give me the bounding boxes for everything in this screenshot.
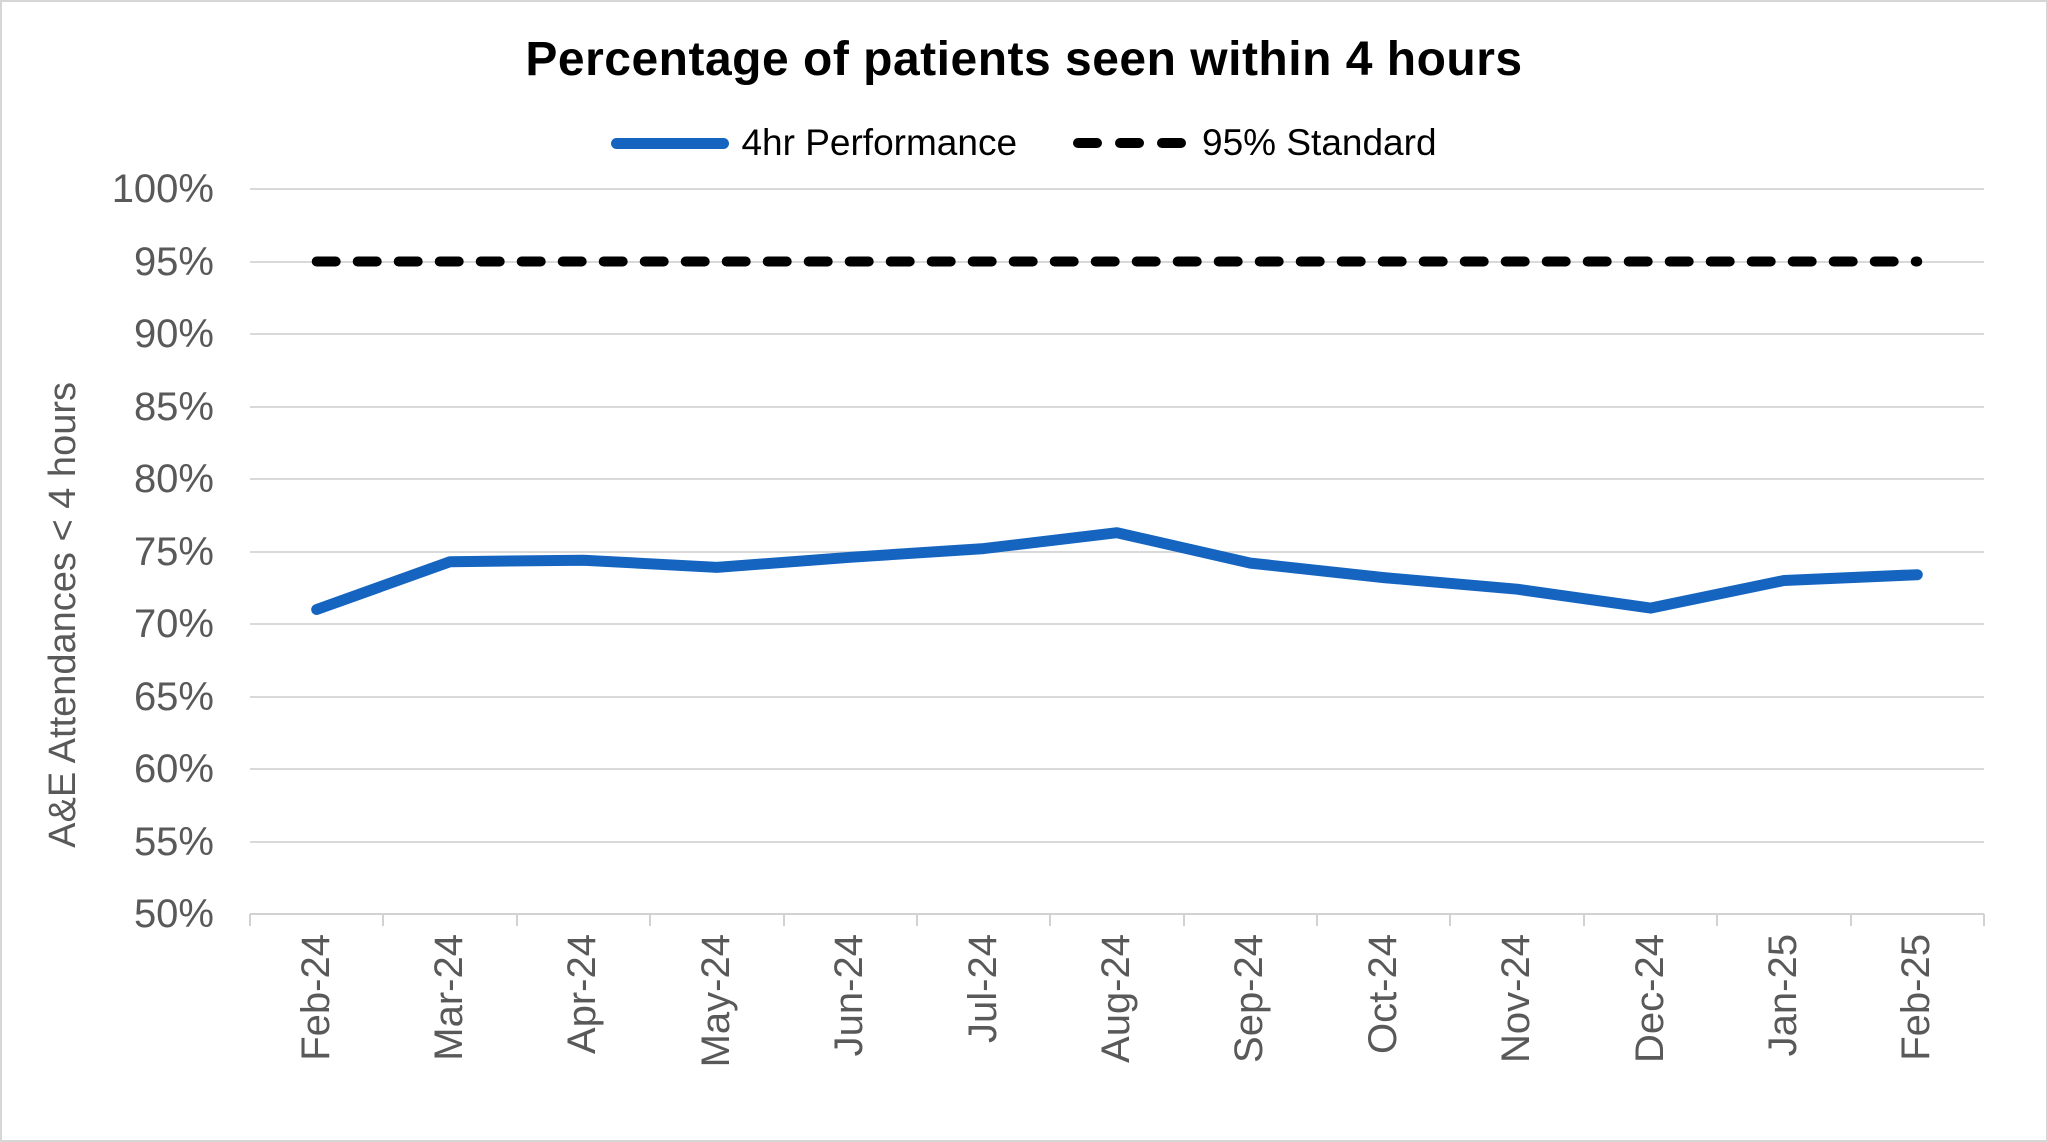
legend-label: 4hr Performance bbox=[741, 122, 1018, 163]
axis-tick bbox=[1983, 914, 1985, 926]
y-tick-label: 95% bbox=[133, 239, 214, 284]
axis-tick bbox=[1849, 914, 1852, 926]
x-axis-line bbox=[250, 913, 1984, 915]
gridline bbox=[250, 405, 1984, 408]
gridline bbox=[250, 840, 1984, 843]
x-tick-label: Jul-24 bbox=[960, 934, 1005, 1043]
x-tick-label: Aug-24 bbox=[1094, 934, 1138, 1063]
chart-title: Percentage of patients seen within 4 hou… bbox=[525, 33, 1523, 86]
x-tick-label: Feb-25 bbox=[1894, 934, 1939, 1061]
y-tick-label: 85% bbox=[133, 384, 214, 429]
chart-plot-svg bbox=[311, 256, 1923, 615]
axis-tick bbox=[249, 914, 251, 926]
gridline bbox=[250, 333, 1984, 335]
gridline bbox=[250, 550, 1984, 553]
x-tick-label: Jun-24 bbox=[827, 934, 872, 1057]
y-tick-label: 80% bbox=[133, 457, 214, 501]
y-tick-label: 100% bbox=[111, 167, 214, 211]
y-tick-label: 75% bbox=[133, 529, 214, 574]
axis-tick bbox=[515, 914, 518, 926]
gridline bbox=[250, 695, 1984, 698]
axis-tick bbox=[915, 914, 918, 926]
performance-line bbox=[311, 527, 1923, 615]
axis-tick bbox=[1582, 914, 1585, 926]
gridline bbox=[250, 623, 1984, 625]
legend-line-swatch-icon bbox=[611, 137, 730, 149]
axis-tick bbox=[1716, 914, 1719, 926]
x-tick-label: Apr-24 bbox=[560, 934, 605, 1055]
y-tick-label: 50% bbox=[133, 892, 214, 936]
legend-item-95-standard: 95% Standard bbox=[1073, 122, 1437, 164]
y-tick-label: 70% bbox=[133, 602, 214, 646]
x-tick-label: Dec-24 bbox=[1627, 934, 1672, 1063]
x-tick-label: Feb-24 bbox=[293, 934, 338, 1061]
legend-item-4hr-performance: 4hr Performance bbox=[611, 122, 1017, 164]
x-tick-label: Oct-24 bbox=[1360, 934, 1405, 1055]
axis-tick bbox=[382, 914, 385, 926]
gridline bbox=[250, 188, 1984, 190]
x-tick-label: May-24 bbox=[693, 934, 738, 1068]
y-tick-label: 65% bbox=[133, 674, 214, 719]
y-tick-label: 55% bbox=[133, 819, 214, 864]
axis-tick bbox=[1316, 914, 1319, 926]
x-tick-label: Sep-24 bbox=[1227, 934, 1272, 1063]
legend-dash-swatch-icon bbox=[1073, 138, 1187, 148]
chart-legend: 4hr Performance 95% Standard bbox=[2, 122, 2046, 164]
axis-tick bbox=[1449, 914, 1452, 926]
x-tick-label: Nov-24 bbox=[1494, 934, 1539, 1063]
gridline bbox=[250, 478, 1984, 480]
axis-tick bbox=[782, 914, 785, 926]
axis-tick bbox=[1049, 914, 1052, 926]
x-tick-label: Mar-24 bbox=[427, 934, 472, 1061]
y-tick-label: 90% bbox=[133, 312, 214, 356]
y-tick-label: 60% bbox=[133, 747, 214, 791]
legend-label: 95% Standard bbox=[1202, 122, 1437, 163]
gridline bbox=[250, 768, 1984, 770]
x-tick-label: Jan-25 bbox=[1760, 934, 1805, 1057]
axis-tick bbox=[1182, 914, 1185, 926]
axis-tick bbox=[649, 914, 652, 926]
plot-area bbox=[249, 188, 1985, 926]
